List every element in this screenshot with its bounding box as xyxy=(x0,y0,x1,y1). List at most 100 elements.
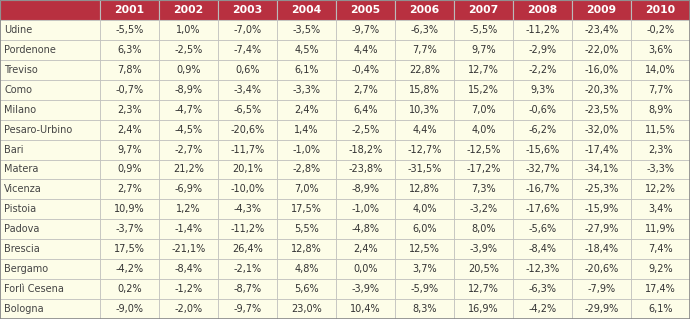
Bar xyxy=(572,179,631,199)
Bar xyxy=(513,299,572,319)
Bar xyxy=(454,239,513,259)
Bar xyxy=(336,60,395,80)
Text: 12,8%: 12,8% xyxy=(291,244,322,254)
Text: -6,3%: -6,3% xyxy=(529,284,557,294)
Text: -2,2%: -2,2% xyxy=(529,65,557,75)
Text: 3,6%: 3,6% xyxy=(648,45,673,55)
Bar xyxy=(0,100,100,120)
Bar xyxy=(336,140,395,160)
Text: 4,4%: 4,4% xyxy=(412,125,437,135)
Text: Pesaro-Urbino: Pesaro-Urbino xyxy=(4,125,72,135)
Bar xyxy=(454,140,513,160)
Text: -12,7%: -12,7% xyxy=(407,145,442,154)
Text: -15,9%: -15,9% xyxy=(584,204,619,214)
Bar xyxy=(0,219,100,239)
Text: 7,7%: 7,7% xyxy=(412,45,437,55)
Text: -4,8%: -4,8% xyxy=(351,224,380,234)
Bar xyxy=(395,199,454,219)
Bar xyxy=(159,279,218,299)
Bar xyxy=(336,199,395,219)
Text: -4,5%: -4,5% xyxy=(175,125,203,135)
Text: -23,5%: -23,5% xyxy=(584,105,619,115)
Bar xyxy=(277,20,336,40)
Bar xyxy=(159,80,218,100)
Text: -27,9%: -27,9% xyxy=(584,224,619,234)
Text: 7,0%: 7,0% xyxy=(294,184,319,194)
Text: 17,5%: 17,5% xyxy=(114,244,145,254)
Bar xyxy=(336,80,395,100)
Bar xyxy=(159,199,218,219)
Text: -3,9%: -3,9% xyxy=(351,284,380,294)
Bar xyxy=(572,299,631,319)
Bar xyxy=(631,140,690,160)
Text: -3,3%: -3,3% xyxy=(647,165,675,174)
Text: -6,3%: -6,3% xyxy=(411,25,439,35)
Bar xyxy=(631,120,690,140)
Text: 12,5%: 12,5% xyxy=(409,244,440,254)
Bar xyxy=(100,219,159,239)
Bar xyxy=(395,179,454,199)
Bar xyxy=(277,40,336,60)
Bar xyxy=(0,60,100,80)
Bar xyxy=(100,199,159,219)
Bar xyxy=(100,179,159,199)
Bar xyxy=(100,40,159,60)
Text: Como: Como xyxy=(4,85,32,95)
Text: 7,8%: 7,8% xyxy=(117,65,142,75)
Text: 26,4%: 26,4% xyxy=(232,244,263,254)
Bar xyxy=(0,299,100,319)
Bar xyxy=(395,219,454,239)
Text: Vicenza: Vicenza xyxy=(4,184,42,194)
Text: 0,2%: 0,2% xyxy=(117,284,142,294)
Text: 9,2%: 9,2% xyxy=(648,264,673,274)
Bar xyxy=(159,20,218,40)
Text: -3,5%: -3,5% xyxy=(293,25,321,35)
Text: 10,3%: 10,3% xyxy=(409,105,440,115)
Text: 20,1%: 20,1% xyxy=(232,165,263,174)
Bar xyxy=(395,20,454,40)
Bar xyxy=(218,219,277,239)
Text: 5,6%: 5,6% xyxy=(294,284,319,294)
Bar xyxy=(395,239,454,259)
Bar xyxy=(277,120,336,140)
Text: 2001: 2001 xyxy=(115,5,145,15)
Bar xyxy=(336,179,395,199)
Bar xyxy=(0,179,100,199)
Text: 4,0%: 4,0% xyxy=(471,125,496,135)
Text: 6,1%: 6,1% xyxy=(294,65,319,75)
Bar xyxy=(218,40,277,60)
Text: Udine: Udine xyxy=(4,25,32,35)
Text: -31,5%: -31,5% xyxy=(407,165,442,174)
Text: -3,3%: -3,3% xyxy=(293,85,321,95)
Bar xyxy=(631,40,690,60)
Bar xyxy=(277,100,336,120)
Bar xyxy=(572,239,631,259)
Text: -3,9%: -3,9% xyxy=(469,244,497,254)
Bar xyxy=(277,259,336,279)
Bar xyxy=(513,120,572,140)
Text: 3,4%: 3,4% xyxy=(648,204,673,214)
Text: -2,5%: -2,5% xyxy=(175,45,203,55)
Text: -2,0%: -2,0% xyxy=(175,304,203,314)
Text: Bari: Bari xyxy=(4,145,23,154)
Text: -32,7%: -32,7% xyxy=(525,165,560,174)
Bar xyxy=(336,279,395,299)
Bar xyxy=(336,0,395,20)
Bar xyxy=(100,299,159,319)
Bar xyxy=(572,0,631,20)
Text: -17,6%: -17,6% xyxy=(525,204,560,214)
Bar xyxy=(0,239,100,259)
Bar xyxy=(218,199,277,219)
Text: 17,4%: 17,4% xyxy=(645,284,676,294)
Bar xyxy=(454,299,513,319)
Bar xyxy=(572,140,631,160)
Text: -6,9%: -6,9% xyxy=(175,184,203,194)
Text: -7,9%: -7,9% xyxy=(587,284,615,294)
Text: -17,2%: -17,2% xyxy=(466,165,501,174)
Bar xyxy=(631,259,690,279)
Text: Forlì Cesena: Forlì Cesena xyxy=(4,284,64,294)
Bar xyxy=(513,0,572,20)
Text: -25,3%: -25,3% xyxy=(584,184,619,194)
Bar xyxy=(572,259,631,279)
Text: 9,7%: 9,7% xyxy=(471,45,496,55)
